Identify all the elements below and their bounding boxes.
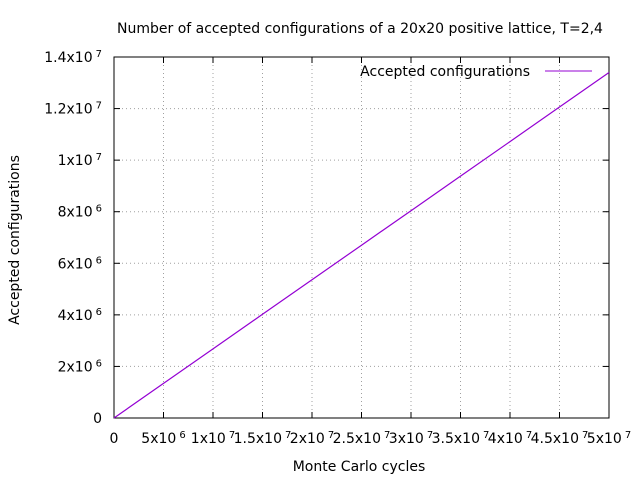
legend-label: Accepted configurations bbox=[360, 64, 530, 80]
x-tick-label: 3x10 7 bbox=[389, 430, 433, 447]
y-tick-label: 8x10 6 bbox=[58, 204, 102, 221]
x-tick-label: 1.5x10 7 bbox=[234, 430, 292, 447]
y-tick-label: 6x10 6 bbox=[58, 255, 102, 272]
series-layer bbox=[113, 72, 610, 419]
y-tick-label: 4x10 6 bbox=[58, 307, 102, 324]
series-line bbox=[113, 72, 610, 419]
x-tick-label: 1x10 7 bbox=[191, 430, 235, 447]
legend: Accepted configurations bbox=[360, 64, 592, 80]
y-tick-label: 1.2x10 7 bbox=[44, 101, 102, 118]
chart-title: Number of accepted configurations of a 2… bbox=[117, 21, 603, 37]
x-tick-label: 0 bbox=[110, 431, 119, 447]
x-tick-label: 5x10 7 bbox=[587, 430, 631, 447]
x-tick-label: 2.5x10 7 bbox=[333, 430, 391, 447]
x-tick-label: 4x10 7 bbox=[488, 430, 532, 447]
y-tick-label: 1x10 7 bbox=[58, 152, 102, 169]
y-axis-label: Accepted configurations bbox=[7, 155, 23, 325]
y-tick-label: 2x10 6 bbox=[58, 358, 102, 375]
grid-lines bbox=[114, 57, 609, 418]
y-tick-label: 1.4x10 7 bbox=[44, 49, 102, 66]
x-axis-label: Monte Carlo cycles bbox=[293, 459, 426, 475]
x-tick-label: 4.5x10 7 bbox=[531, 430, 589, 447]
x-tick-label: 2x10 7 bbox=[290, 430, 334, 447]
x-tick-label: 5x10 6 bbox=[141, 430, 185, 447]
y-tick-label: 0 bbox=[93, 411, 102, 427]
x-tick-label: 3.5x10 7 bbox=[432, 430, 490, 447]
